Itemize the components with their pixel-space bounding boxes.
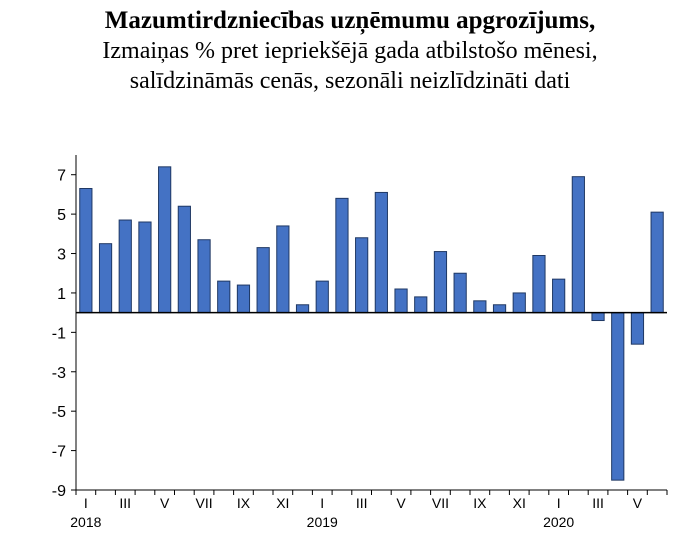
bar (492, 304, 507, 314)
bar (98, 243, 113, 314)
chart-title: Mazumtirdzniecības uzņēmumu apgrozījums, (104, 7, 596, 34)
bar (414, 296, 428, 314)
bar (394, 288, 408, 314)
x-tick-label: IX (473, 495, 487, 511)
bar (315, 280, 329, 314)
x-tick-label: VII (432, 495, 449, 511)
x-tick-label: III (119, 495, 131, 511)
bar (79, 188, 93, 314)
bar (276, 225, 290, 314)
x-tick-label: V (396, 495, 406, 511)
bar (512, 292, 526, 314)
x-tick-label: III (356, 495, 368, 511)
x-tick-label: I (557, 495, 561, 511)
bar (197, 239, 211, 314)
bar (532, 255, 546, 314)
bar (453, 272, 467, 314)
bar (217, 280, 231, 314)
bar (236, 284, 251, 314)
x-tick-label: IX (237, 495, 251, 511)
x-tick-label: III (592, 495, 604, 511)
bar (552, 278, 566, 314)
bar (177, 205, 191, 314)
y-tick-label: -5 (52, 404, 66, 421)
y-tick-label: -3 (52, 365, 66, 382)
bar (335, 197, 349, 314)
y-tick-label: 3 (57, 247, 66, 264)
bar (355, 237, 369, 314)
x-tick-label: I (320, 495, 324, 511)
x-tick-label: V (633, 495, 643, 511)
y-tick-label: 1 (57, 286, 66, 303)
chart-title-block: Mazumtirdzniecības uzņēmumu apgrozījums,… (0, 6, 700, 96)
bar (630, 312, 645, 345)
x-tick-label: V (160, 495, 170, 511)
bar (295, 304, 310, 314)
bar (158, 166, 172, 314)
bar (118, 219, 132, 314)
y-tick-label: -1 (52, 325, 66, 342)
bar (138, 221, 152, 314)
bar (611, 312, 625, 481)
bar (433, 251, 448, 314)
y-tick-label: -7 (52, 444, 66, 461)
chart-subtitle-line2: salīdzināmās cenās, sezonāli neizlīdzinā… (129, 68, 571, 94)
year-label: 2019 (307, 514, 338, 530)
y-tick-label: 5 (57, 207, 66, 224)
bar (650, 211, 664, 314)
y-tick-label: 7 (57, 168, 66, 185)
x-tick-label: VII (195, 495, 212, 511)
bar (473, 300, 487, 314)
year-label: 2020 (543, 514, 574, 530)
chart-subtitle-line1: Izmaiņas % pret iepriekšējā gada atbilst… (102, 38, 598, 64)
bar (374, 191, 388, 314)
bar (591, 312, 605, 322)
x-tick-label: XI (276, 495, 289, 511)
x-tick-label: XI (513, 495, 526, 511)
bar (571, 176, 585, 314)
x-tick-label: I (84, 495, 88, 511)
bar (256, 247, 270, 314)
year-label: 2018 (70, 514, 101, 530)
y-tick-label: -9 (52, 483, 66, 500)
